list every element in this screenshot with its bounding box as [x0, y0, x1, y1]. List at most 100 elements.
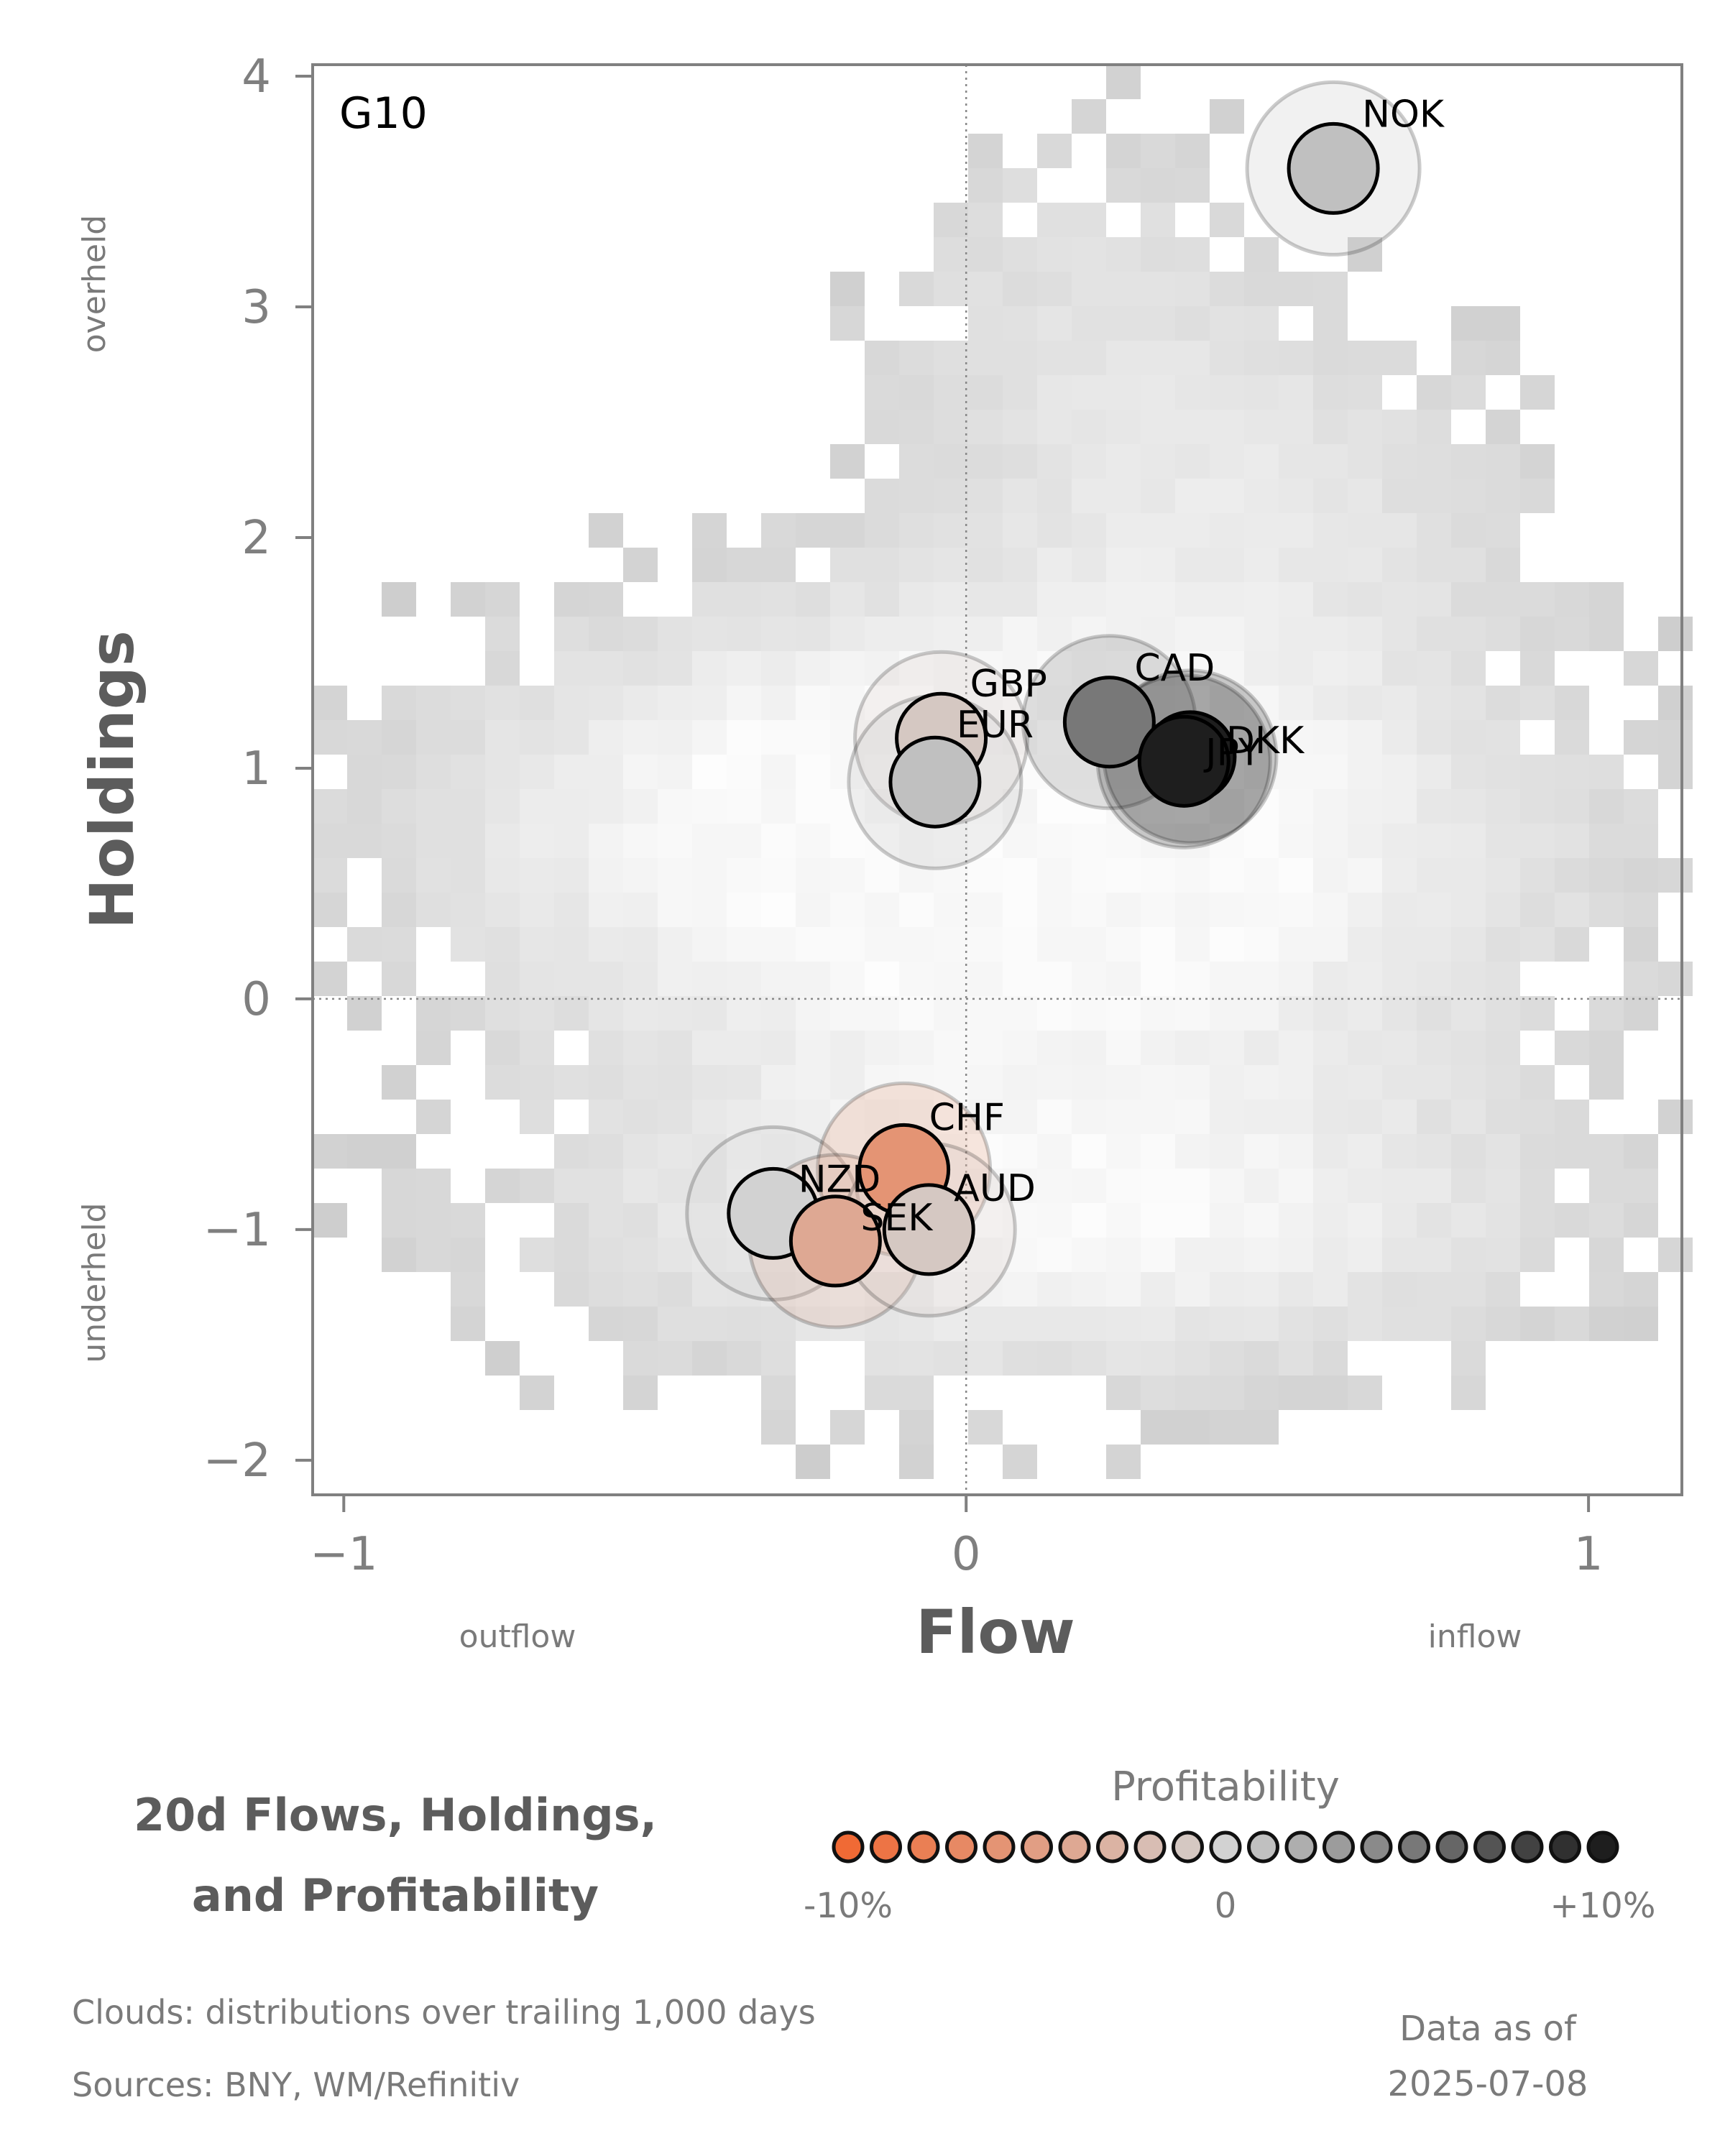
cloud-cell: [1244, 927, 1279, 962]
point-label-jpy: JPY: [1203, 731, 1261, 774]
cloud-cell: [1313, 548, 1348, 582]
cloud-cell: [1520, 1134, 1555, 1169]
cloud-cell: [1486, 548, 1520, 582]
cloud-cell: [899, 582, 934, 617]
cloud-cell: [1141, 375, 1175, 410]
cloud-cell: [1348, 651, 1382, 686]
cloud-cell: [382, 755, 416, 789]
cloud-cell: [1451, 617, 1486, 651]
cloud-cell: [1210, 1307, 1244, 1341]
cloud-cell: [1141, 1307, 1175, 1341]
cloud-cell: [727, 582, 761, 617]
cloud-cell: [485, 686, 520, 720]
cloud-cell: [1003, 582, 1037, 617]
cloud-cell: [1451, 1238, 1486, 1272]
cloud-cell: [1279, 893, 1313, 927]
cloud-cell: [1451, 1031, 1486, 1065]
cloud-cell: [830, 686, 865, 720]
cloud-cell: [1417, 1065, 1451, 1100]
cloud-cell: [830, 651, 865, 686]
cloud-cell: [1486, 1100, 1520, 1134]
cloud-cell: [934, 1341, 968, 1376]
x-axis-title: Flow: [916, 1597, 1075, 1667]
cloud-cell: [520, 962, 554, 996]
cloud-cell: [1279, 720, 1313, 755]
cloud-cell: [1486, 410, 1520, 444]
chart-title: 20d Flows, Holdings, and Profitability: [58, 1775, 733, 1936]
cloud-cell: [968, 410, 1003, 444]
cloud-cell: [1210, 410, 1244, 444]
cloud-cell: [313, 1134, 347, 1169]
cloud-cell: [658, 651, 692, 686]
cloud-cell: [1244, 237, 1279, 272]
cloud-cell: [761, 1100, 796, 1134]
cloud-cell: [899, 479, 934, 513]
cloud-cell: [692, 1238, 727, 1272]
cloud-cell: [1279, 789, 1313, 824]
cloud-cell: [554, 789, 589, 824]
cloud-cell: [968, 306, 1003, 341]
cloud-cell: [1244, 1169, 1279, 1203]
cloud-cell: [416, 893, 451, 927]
cloud-cell: [1037, 306, 1072, 341]
cloud-cell: [1589, 1134, 1624, 1169]
cloud-cell: [968, 1410, 1003, 1445]
cloud-cell: [1244, 1031, 1279, 1065]
cloud-cell: [416, 1203, 451, 1238]
cloud-cell: [692, 1065, 727, 1100]
cloud-cell: [1658, 755, 1693, 789]
cloud-cell: [934, 375, 968, 410]
cloud-cell: [1486, 824, 1520, 858]
cloud-cell: [1555, 582, 1589, 617]
cloud-cell: [382, 962, 416, 996]
cloud-cell: [1279, 617, 1313, 651]
cloud-cell: [1486, 1307, 1520, 1341]
cloud-cell: [796, 1445, 830, 1479]
cloud-cell: [968, 1100, 1003, 1134]
cloud-cell: [1210, 1065, 1244, 1100]
cloud-cell: [1417, 1134, 1451, 1169]
cloud-cell: [934, 996, 968, 1031]
cloud-cell: [1313, 1238, 1348, 1272]
cloud-cell: [934, 1307, 968, 1341]
cloud-cell: [796, 824, 830, 858]
cloud-cell: [692, 858, 727, 893]
cloud-cell: [1624, 1134, 1658, 1169]
cloud-cell: [830, 789, 865, 824]
cloud-cell: [899, 1376, 934, 1410]
cloud-cell: [1279, 1169, 1313, 1203]
cloud-cell: [1244, 272, 1279, 306]
cloud-cell: [796, 720, 830, 755]
cloud-cell: [796, 1065, 830, 1100]
point-label-nok: NOK: [1362, 93, 1445, 136]
cloud-cell: [1451, 1100, 1486, 1134]
cloud-cell: [899, 1065, 934, 1100]
cloud-cell: [554, 824, 589, 858]
cloud-cell: [1003, 1203, 1037, 1238]
cloud-cell: [1313, 1341, 1348, 1376]
cloud-cell: [934, 513, 968, 548]
cloud-cell: [1279, 1203, 1313, 1238]
cloud-cell: [520, 996, 554, 1031]
cloud-cell: [1486, 1169, 1520, 1203]
cloud-cell: [451, 1238, 485, 1272]
cloud-cell: [658, 789, 692, 824]
cloud-cell: [1589, 1307, 1624, 1341]
cloud-cell: [934, 893, 968, 927]
cloud-cell: [485, 789, 520, 824]
cloud-cell: [1417, 375, 1451, 410]
cloud-cell: [520, 755, 554, 789]
cloud-cell: [1175, 134, 1210, 168]
cloud-cell: [1417, 1031, 1451, 1065]
cloud-cell: [934, 582, 968, 617]
cloud-cell: [1141, 1410, 1175, 1445]
cloud-cell: [968, 996, 1003, 1031]
cloud-cell: [1037, 1031, 1072, 1065]
cloud-cell: [1141, 996, 1175, 1031]
cloud-cell: [1520, 1065, 1555, 1100]
cloud-cell: [1175, 272, 1210, 306]
cloud-cell: [1106, 1100, 1141, 1134]
cloud-cell: [1175, 1031, 1210, 1065]
cloud-cell: [796, 617, 830, 651]
cloud-cell: [1658, 858, 1693, 893]
